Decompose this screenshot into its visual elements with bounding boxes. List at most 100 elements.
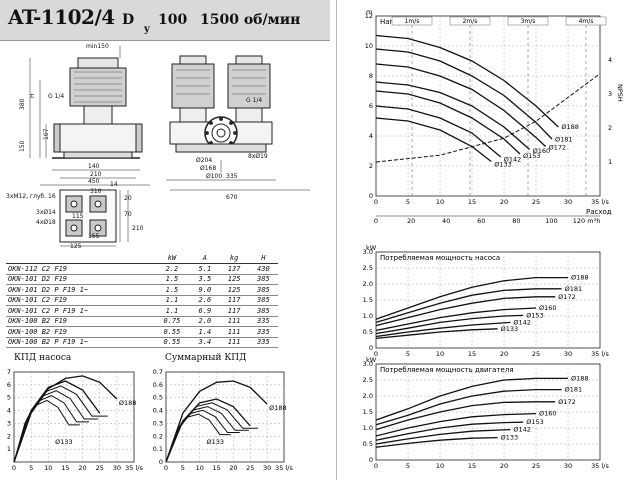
table-cell: OKN-101 D2 F19 [6,274,154,285]
series-label: Ø188 [571,274,589,282]
y-tick-label: 3.0 [363,248,373,256]
table-header [6,252,154,264]
table-cell: 430 [248,263,278,275]
npsh-tick-label: 2 [608,124,612,132]
y-tick-label: 6 [369,102,373,110]
model-title: AT-1102/4 [8,5,115,29]
y-tick-label: 6 [7,381,11,389]
series-line-d172 [375,296,556,327]
y-tick-label: 0.6 [153,381,163,389]
table-cell: 0.55 [153,326,191,338]
npsh-tick-label: 3 [608,90,612,98]
table-cell: 9.0 [190,284,220,296]
x-tick-label: 10 [436,350,444,358]
table-header: A [190,252,220,264]
dim-20: 20 [124,195,132,202]
y-unit-label: kW [366,356,377,364]
series-label: Ø142 [513,318,531,326]
x-tick-label: 30 [263,464,271,472]
efficiency-curve [165,413,231,463]
series-label: Ø153 [526,311,544,319]
chart-title: Потребляемая мощность двигателя [380,366,514,374]
table-cell: OKN-101 C2 F19 [6,295,154,306]
y-tick-label: 5 [7,394,11,402]
y-tick-label: 3 [7,419,11,427]
series-line-d142 [375,321,511,338]
y-tick-label: 8 [369,72,373,80]
y-tick-label: 0.2 [153,432,163,440]
series-label: Ø133 [501,434,519,442]
series-line-d142 [375,105,502,158]
x-tick-label: 10 [436,198,444,206]
series-label: Ø133 [494,161,512,169]
x-tick-label: 20 [500,350,508,358]
y-tick-label: 2.5 [363,264,373,272]
series-line-d172 [375,401,556,431]
series-label: Ø172 [558,293,576,301]
table-cell: 385 [248,295,278,306]
table-cell: 385 [248,305,278,317]
x-tick-label: 5 [406,198,410,206]
series-line-d172 [375,63,547,147]
pump-drawing: min150 H 380 G 1/4 150 107 140 210 450 3… [6,43,310,250]
dim-140: 140 [88,163,100,170]
table-cell: OKN-100 B2 F19 [6,326,154,338]
series-line-d181 [375,48,553,140]
dim-380: 380 [19,98,26,110]
x-tick-label: 35 l/s [125,464,143,472]
x-tick-label: 5 [406,350,410,358]
dim-150: 150 [19,140,26,152]
table-cell: 125 [219,284,249,296]
efficiency-curve [13,390,99,463]
y-tick-label: 0.3 [153,419,163,427]
table-cell: 0.55 [153,337,191,348]
x-tick-label: 0 [12,464,16,472]
dim-125: 125 [70,243,82,250]
y-tick-label: 0.5 [363,440,373,448]
series-line-d133 [375,328,498,340]
x-tick-label: 30 [564,350,572,358]
x-tick-label: 15 [61,464,69,472]
y-tick-label: 2 [7,432,11,440]
y-tick-label: 0.1 [153,445,163,453]
table-cell: 335 [248,316,278,327]
series-line-d160 [375,307,537,332]
y-tick-label: 1 [7,445,11,453]
y-tick-label: 3.0 [363,360,373,368]
efficiency-curve [13,395,90,463]
y-tick-label: 0.4 [153,407,163,415]
table-cell: 0.75 [153,316,191,327]
dim-210: 210 [90,171,102,178]
x2-tick-label: 100 [545,217,557,225]
chart-frame-4 [165,371,285,463]
dim-g14-right: G 1/4 [246,97,262,104]
table-cell: 385 [248,274,278,285]
table-cell: 2.6 [190,295,220,306]
x2-tick-label: 120 m³h [573,217,601,225]
table-cell: 111 [219,337,249,348]
series-line-d188 [375,377,568,421]
table-cell: OKN-112 C2 F19 [6,263,154,275]
table-row: OKN-101 C2 F19 1.1 2.6 117 385 [6,295,278,306]
series-line-d133 [165,398,251,463]
x-tick-label: 35 l/s [275,464,293,472]
efficiency-curve [13,399,80,463]
dn-label: D [122,12,135,28]
dim-450: 450 [88,178,100,185]
dn-value: 100 [158,12,188,28]
x-tick-label: 0 [164,464,168,472]
series-label: Ø160 [539,410,557,418]
x-tick-label: 15 [212,464,220,472]
x-tick-label: 0 [374,198,378,206]
series-label: Ø188 [561,123,579,131]
y-tick-label: 2.0 [363,392,373,400]
npsh-axis-label: NPSH [616,84,624,102]
y-tick-label: 0 [369,344,373,352]
table-cell: 385 [248,284,278,296]
x-axis-label: Расход [586,208,612,216]
y-tick-label: 2.0 [363,280,373,288]
chart-title: Потребляемая мощность насоса [380,254,500,262]
pump-efficiency-title: КПД насоса [14,353,72,363]
total-efficiency-title: Суммарный КПД [165,353,247,363]
table-row: OKN-112 C2 F19 2.2 5.1 137 430 [6,263,278,275]
